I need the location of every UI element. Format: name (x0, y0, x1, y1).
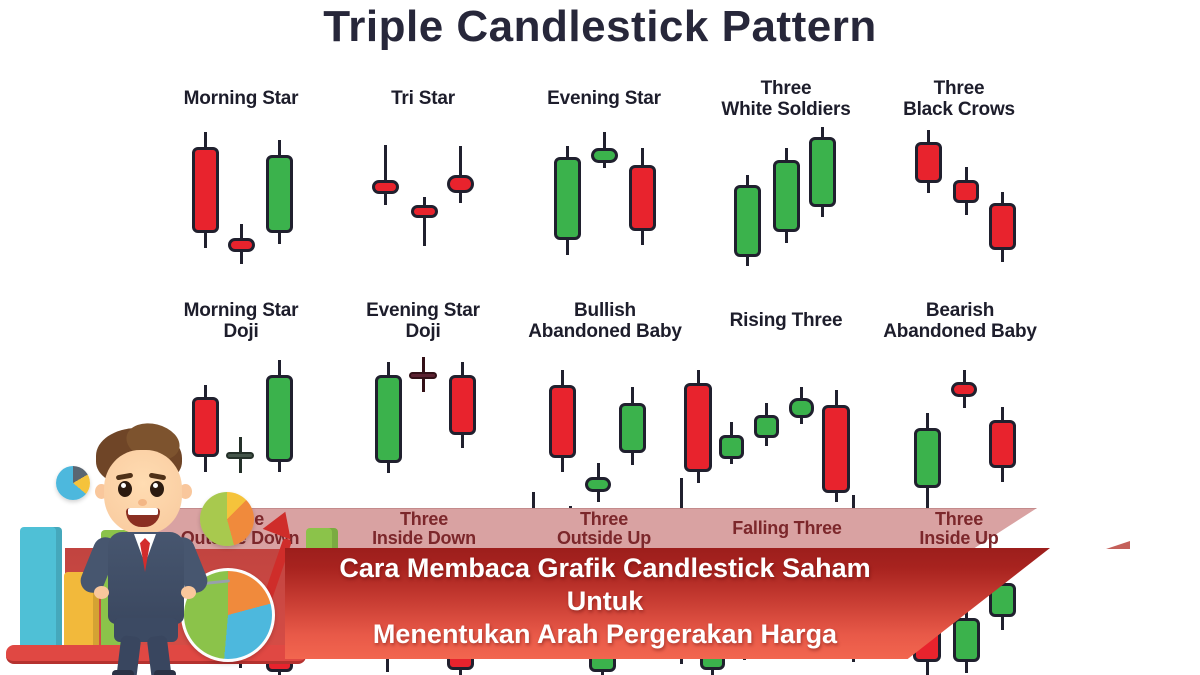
candle-body (822, 405, 850, 493)
candle-body (265, 375, 293, 462)
pattern-label: Evening Star (547, 88, 661, 109)
headline-banner (285, 548, 1050, 659)
pattern-label: Morning Star Doji (183, 300, 299, 342)
headline-banner-text: Cara Membaca Grafik Candlestick Saham Un… (320, 552, 890, 651)
businessman-illustration (77, 418, 211, 675)
candle-body (808, 137, 836, 207)
ribbon-band (150, 508, 1037, 549)
character-ear (179, 484, 192, 499)
candle-wick (383, 145, 387, 205)
character-tie (140, 538, 150, 572)
candle-body (446, 175, 474, 193)
candle-body (788, 398, 814, 418)
pattern-label: Tri Star (391, 88, 455, 109)
candle-body (953, 180, 979, 203)
pattern-label: Three Inside Down (372, 509, 476, 548)
character-mouth (126, 508, 160, 527)
candle-body (718, 435, 744, 459)
banner-line-2: Menentukan Arah Pergerakan Harga (372, 619, 838, 649)
pattern-label: Three Black Crows (903, 78, 1015, 120)
pattern-label: Morning Star (183, 88, 299, 109)
candle-body (753, 415, 779, 438)
pattern-label: Bearish Abandoned Baby (883, 300, 1037, 342)
candle-body (628, 165, 656, 231)
candle-body (409, 372, 437, 379)
pie-chart-icon (200, 492, 254, 546)
pie-chart-icon (56, 466, 90, 500)
character-hand (181, 586, 196, 599)
candle-body (448, 375, 476, 435)
page-title: Triple Candlestick Pattern (323, 2, 877, 51)
character-hand (94, 586, 109, 599)
candle-body (585, 477, 611, 492)
candle-body (988, 420, 1016, 468)
character-shoe (154, 670, 176, 675)
pattern-label: Falling Three (732, 518, 842, 538)
candle-body (265, 155, 293, 233)
candle-body (733, 185, 761, 257)
character-eye (118, 481, 132, 497)
pattern-label: Rising Three (729, 310, 843, 331)
candle-body (410, 205, 438, 218)
pattern-label: Three Inside Up (919, 509, 999, 548)
candle-body (772, 160, 800, 232)
banner-line-1: Cara Membaca Grafik Candlestick Saham Un… (339, 553, 871, 616)
candle-body (618, 403, 646, 453)
pattern-label: Three White Soldiers (721, 78, 851, 120)
candle-body (952, 618, 980, 662)
candle-body (191, 397, 219, 457)
pattern-label: Evening Star Doji (366, 300, 480, 342)
candle-body (191, 147, 219, 233)
candle-body (951, 382, 977, 397)
candle-body (553, 157, 581, 240)
character-shoe (112, 670, 134, 675)
candle-body (684, 383, 712, 472)
pattern-label: Bullish Abandoned Baby (528, 300, 682, 342)
candle-body (590, 148, 618, 163)
candle-body (374, 375, 402, 463)
pattern-label: Three Outside Up (556, 509, 651, 548)
character-eye (150, 481, 164, 497)
candle-body (913, 428, 941, 488)
character-nose (138, 499, 147, 506)
candle-wick (422, 197, 426, 246)
bar-chart-icon (20, 527, 62, 652)
ribbon-band-tip (1106, 541, 1130, 549)
candle-body (226, 452, 254, 459)
candle-wick (458, 146, 462, 203)
candle-body (548, 385, 576, 458)
candle-body (227, 238, 255, 252)
candle-body (371, 180, 399, 194)
candle-body (988, 203, 1016, 250)
candle-body (914, 142, 942, 183)
